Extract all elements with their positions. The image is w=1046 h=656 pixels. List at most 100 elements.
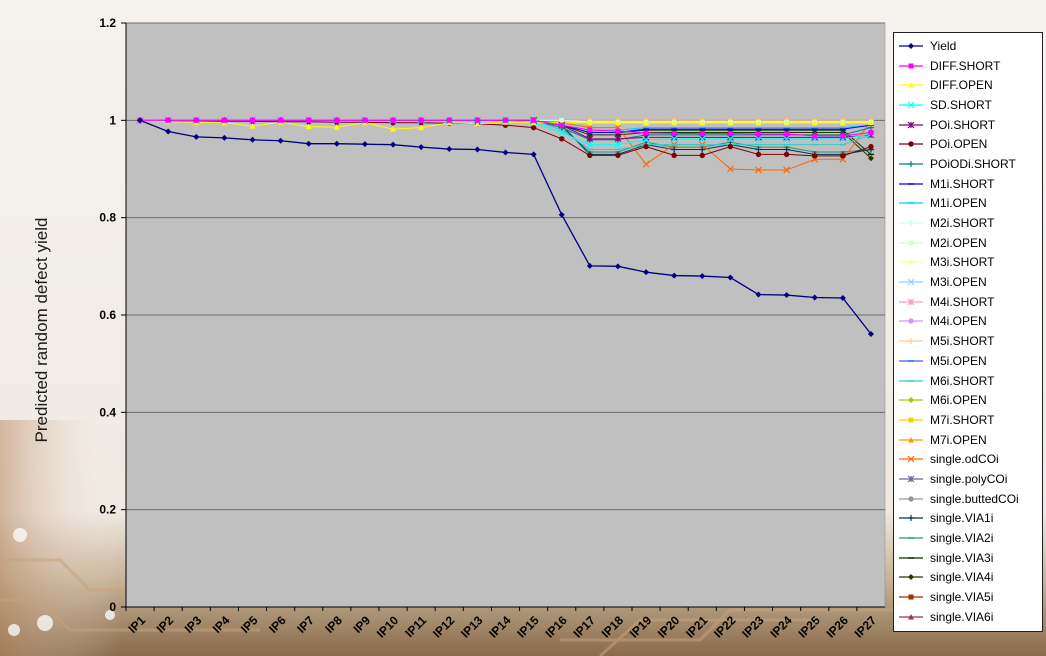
data-point-yield xyxy=(137,117,144,124)
x-tick-label: IP7 xyxy=(294,613,317,636)
data-point-poi-open xyxy=(755,151,762,158)
legend-item: POi.SHORT xyxy=(898,115,1042,135)
x-tick-label: IP3 xyxy=(182,613,205,636)
data-point-yield xyxy=(811,294,818,301)
x-tick-label: IP1 xyxy=(126,613,149,636)
data-point-yield xyxy=(305,140,312,147)
legend-label: single.VIA5i xyxy=(930,590,994,605)
data-point-poi-open xyxy=(812,153,818,159)
data-point-yield xyxy=(839,294,846,301)
data-point-sd-short xyxy=(698,135,706,143)
y-tick-label: 1 xyxy=(109,113,116,127)
legend-marker xyxy=(908,417,914,423)
data-point-diff-short xyxy=(699,130,705,136)
legend-marker xyxy=(908,594,914,600)
legend-marker xyxy=(908,63,914,69)
legend-label: M1i.OPEN xyxy=(930,196,987,211)
data-point-yield xyxy=(333,140,340,147)
data-point-poi-open xyxy=(868,143,874,150)
data-point-single-via4i xyxy=(586,131,593,138)
data-point-poi-open xyxy=(587,152,593,159)
data-point-diff-short xyxy=(784,131,790,137)
data-point-diff-open xyxy=(390,126,397,132)
data-point-diff-short xyxy=(250,117,255,123)
legend-item: M6i.OPEN xyxy=(898,390,1042,410)
data-point-diff-short xyxy=(390,117,396,123)
data-point-diff-short xyxy=(334,117,340,123)
data-point-yield xyxy=(558,211,565,218)
legend-label: DIFF.SHORT xyxy=(930,58,1001,73)
legend-item: single.polyCOi xyxy=(898,469,1042,489)
legend-swatch xyxy=(899,298,923,306)
data-point-diff-short xyxy=(531,117,537,123)
data-point-diff-open xyxy=(671,119,678,126)
data-point-diff-open xyxy=(755,119,762,126)
legend-swatch xyxy=(899,475,923,483)
x-tick-label: IP26 xyxy=(824,613,852,641)
legend-label: M5i.OPEN xyxy=(930,353,987,368)
legend-marker xyxy=(908,220,914,227)
data-point-diff-open xyxy=(867,119,874,126)
legend-swatch xyxy=(899,220,923,227)
legend: Yield DIFF.SHORT DIFF.OPEN SD.SHORT POi.SHOR… xyxy=(893,32,1043,632)
data-point-diff-short xyxy=(221,117,227,123)
data-point-poi-open xyxy=(783,151,790,158)
legend-label: DIFF.OPEN xyxy=(930,78,993,93)
data-point-diff-short xyxy=(446,117,452,123)
legend-label: M2i.OPEN xyxy=(930,235,987,250)
data-point-diff-open xyxy=(614,119,621,126)
legend-swatch xyxy=(899,101,923,109)
data-point-sd-short xyxy=(726,135,734,143)
series-points-diff-short xyxy=(137,117,874,139)
legend-label: M4i.OPEN xyxy=(930,314,987,329)
legend-swatch xyxy=(899,240,923,246)
legend-label: single.VIA1i xyxy=(930,511,994,526)
legend-swatch xyxy=(899,397,923,404)
legend-marker xyxy=(908,515,914,522)
data-point-sd-short xyxy=(614,141,622,149)
data-point-single-via4i xyxy=(867,155,874,162)
legend-marker xyxy=(907,475,915,483)
legend-swatch xyxy=(899,42,923,49)
data-point-diff-short xyxy=(643,130,649,136)
data-point-diff-short xyxy=(362,117,368,123)
legend-swatch xyxy=(899,417,923,423)
data-point-poi-short xyxy=(586,135,594,143)
data-point-diff-short xyxy=(615,128,621,134)
data-point-yield xyxy=(502,149,509,156)
legend-marker xyxy=(908,436,914,443)
data-point-diff-short xyxy=(306,117,312,123)
legend-item: M4i.OPEN xyxy=(898,312,1042,332)
data-point-single-via1i xyxy=(699,146,706,153)
data-point-poi-open xyxy=(615,152,621,159)
legend-swatch xyxy=(899,82,923,88)
data-point-single-via1i xyxy=(671,146,678,153)
data-point-yield xyxy=(586,262,593,269)
legend-marker xyxy=(908,42,914,49)
data-point-diff-open xyxy=(783,119,790,126)
x-tick-label: IP17 xyxy=(571,613,599,641)
legend-marker xyxy=(908,240,914,246)
legend-marker xyxy=(908,613,914,620)
legend-item: SD.SHORT xyxy=(898,95,1042,115)
x-tick-label: IP2 xyxy=(154,613,177,636)
legend-marker xyxy=(908,141,914,147)
y-tick-label: 1.2 xyxy=(99,16,116,30)
data-point-poi-open xyxy=(727,143,734,150)
legend-swatch xyxy=(899,495,923,502)
x-tick-label: IP6 xyxy=(266,613,289,636)
legend-item: single.VIA4i xyxy=(898,568,1042,588)
y-tick-label: 0.2 xyxy=(99,503,116,517)
y-tick-label: 0.4 xyxy=(99,405,116,419)
x-tick-label: IP18 xyxy=(599,613,627,641)
x-tick-label: IP11 xyxy=(402,613,429,640)
legend-label: SD.SHORT xyxy=(930,97,992,112)
x-tick-label: IP21 xyxy=(683,613,711,641)
legend-swatch xyxy=(899,613,923,620)
legend-marker xyxy=(907,298,915,306)
data-point-sd-short xyxy=(755,135,762,143)
legend-item: M3i.SHORT xyxy=(898,253,1042,273)
legend-swatch xyxy=(899,182,923,185)
data-point-yield xyxy=(727,274,734,281)
x-tick-label: IP12 xyxy=(430,613,458,641)
